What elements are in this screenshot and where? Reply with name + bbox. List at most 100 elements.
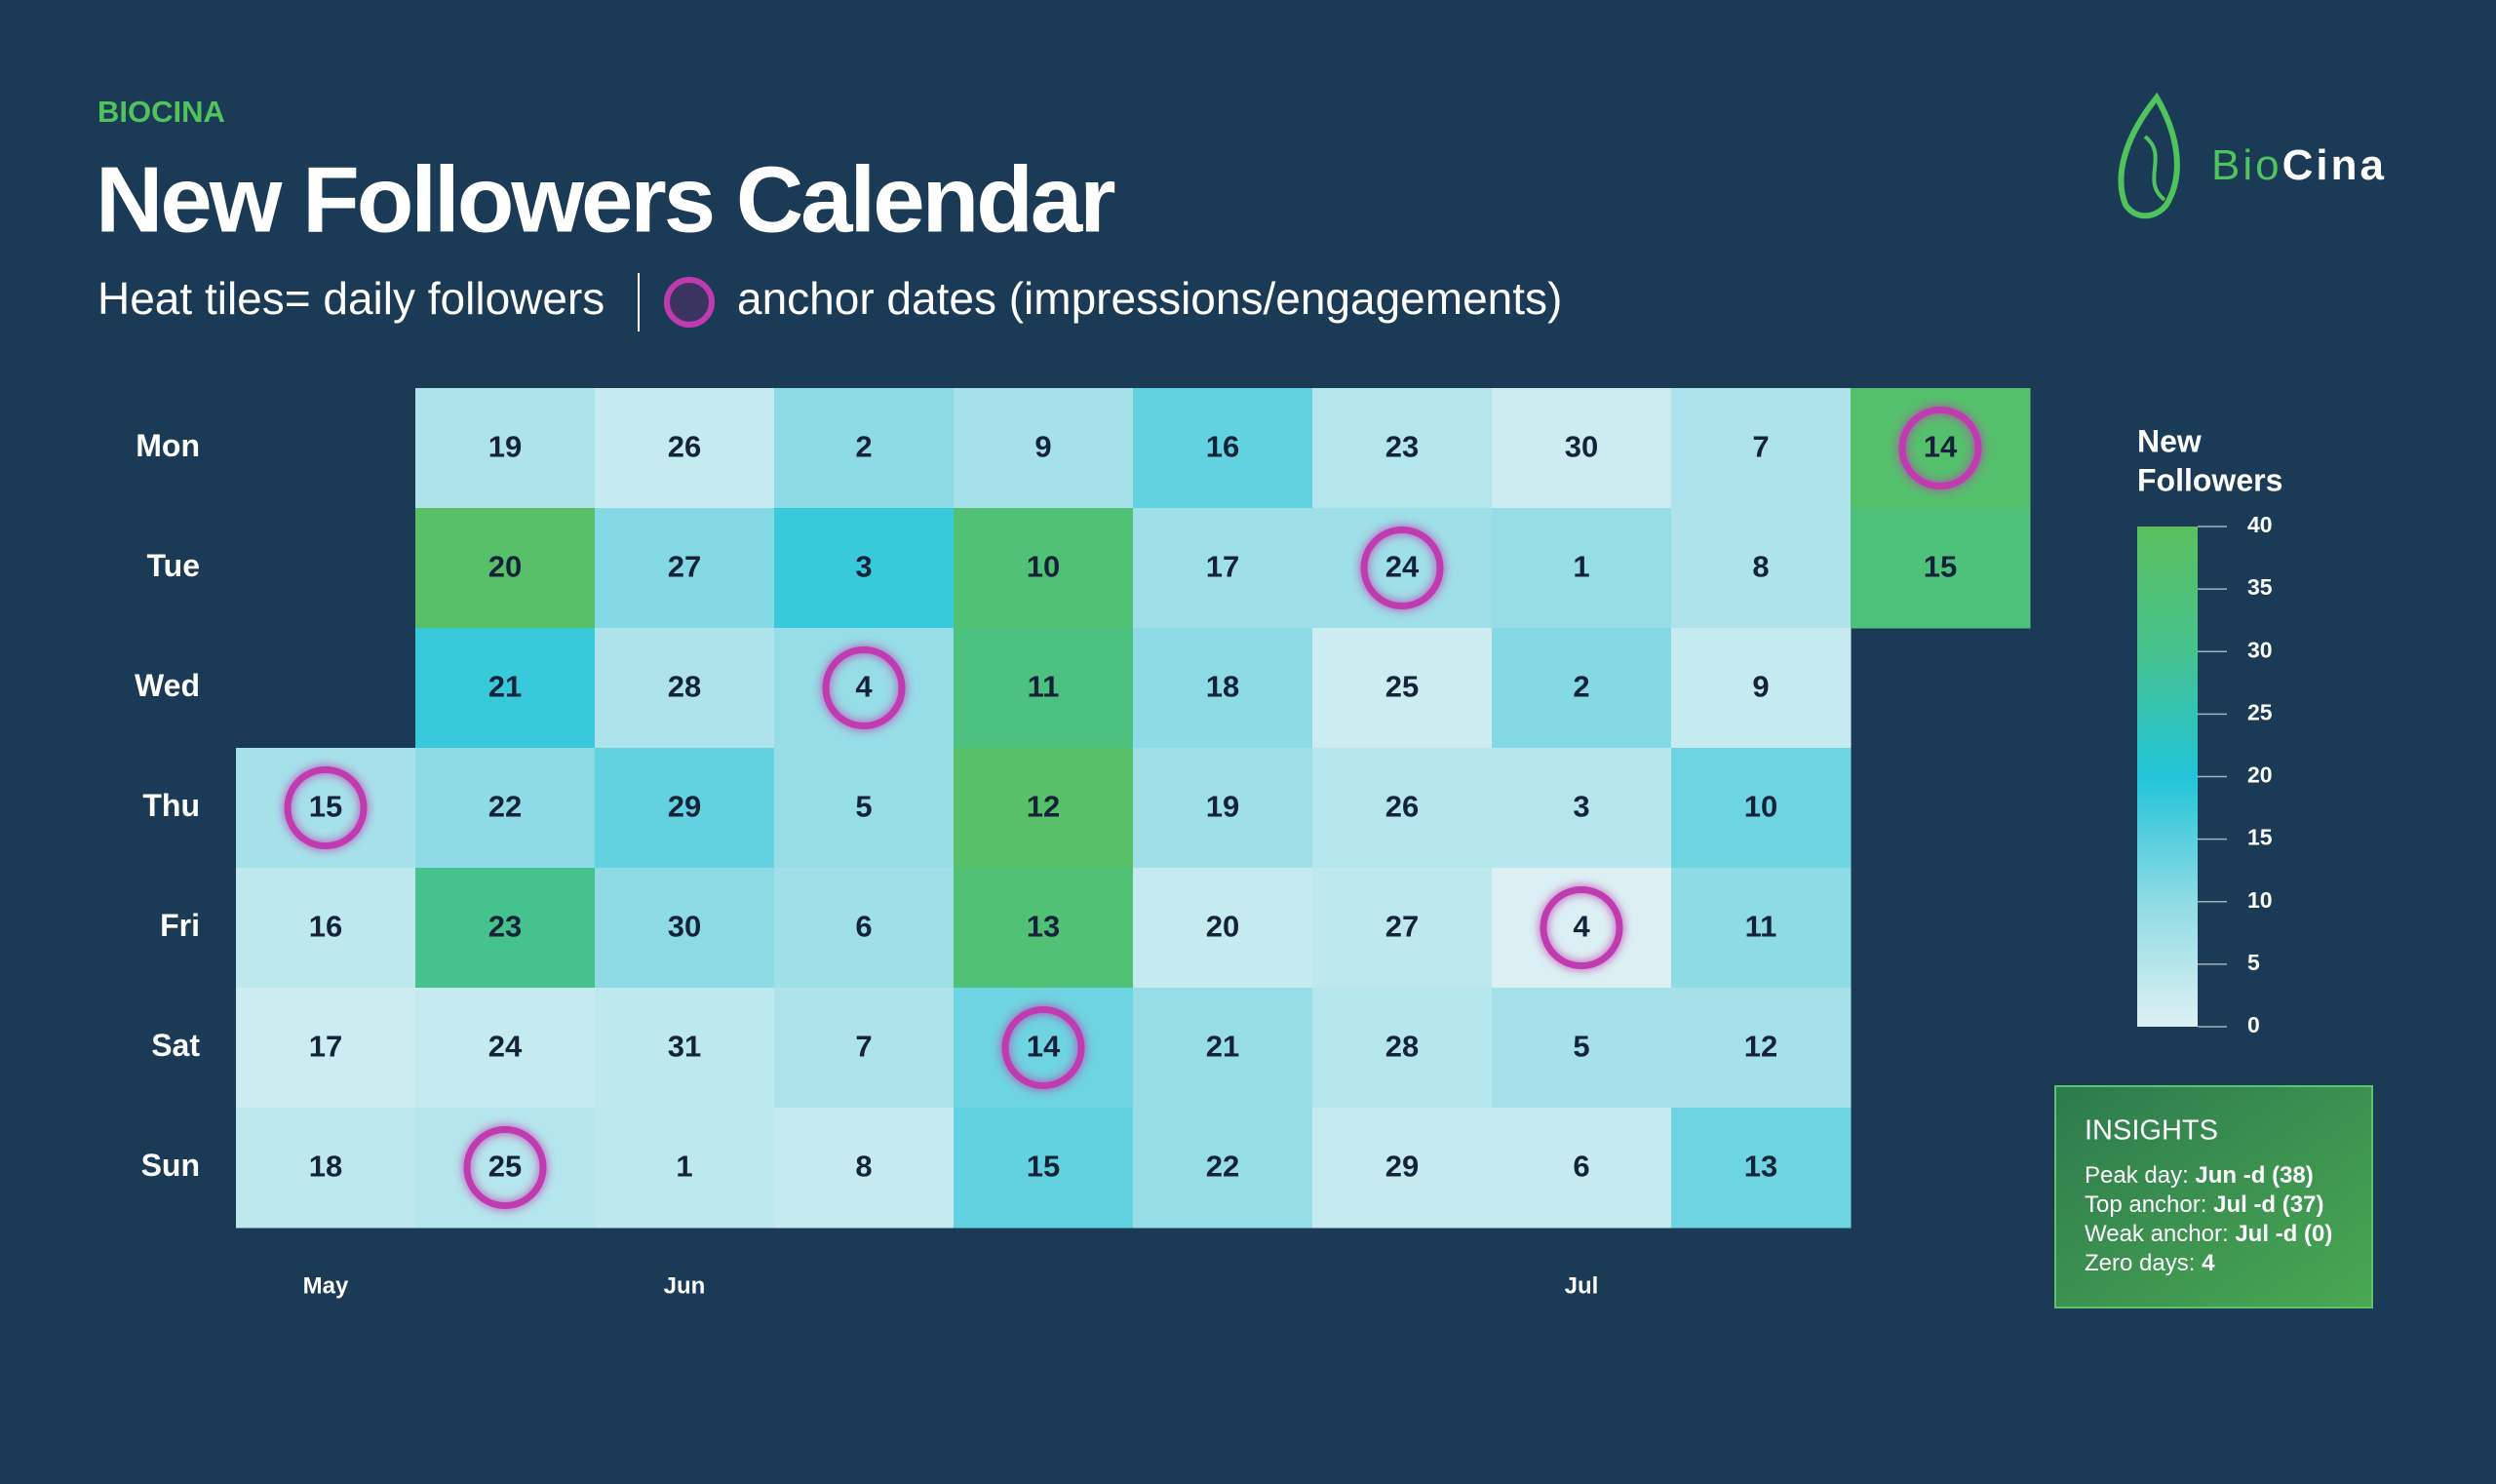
anchor-ring [1360, 527, 1444, 609]
heat-tile [595, 388, 775, 509]
heat-tile [236, 868, 416, 989]
day-number: 27 [1385, 910, 1419, 944]
heat-tile [774, 1108, 955, 1229]
logo: BioCina [2118, 92, 2384, 219]
day-number: 22 [488, 790, 522, 824]
day-number: 31 [668, 1030, 701, 1064]
heat-tile [236, 988, 416, 1109]
heat-tile [236, 1108, 416, 1229]
row-label: Tue [146, 548, 200, 583]
anchor-ring [1898, 407, 1982, 489]
insight-space [2189, 1162, 2196, 1189]
day-number: 23 [488, 910, 522, 944]
day-number: 11 [1745, 910, 1777, 944]
heat-tile [1312, 868, 1493, 989]
heat-tile [954, 1108, 1134, 1229]
day-number: 4 [1573, 910, 1590, 944]
heat-tile [774, 388, 955, 509]
heat-tile [1312, 988, 1493, 1109]
insights-lines: Peak day: Jun -d (38)Top anchor: Jul -d … [2085, 1162, 2332, 1276]
heat-tile [954, 388, 1134, 509]
day-number: 8 [1752, 550, 1769, 584]
anchor-legend: anchor dates (impressions/engagements) [737, 273, 1562, 324]
day-number: 12 [1744, 1030, 1777, 1064]
day-number: 15 [1027, 1150, 1060, 1184]
colorbar-tick-label: 10 [2247, 887, 2273, 913]
heat-tile [1133, 868, 1313, 989]
insights-title: INSIGHTS [2085, 1115, 2218, 1147]
day-number: 12 [1027, 790, 1060, 824]
colorbar-tick-label: 5 [2247, 950, 2260, 975]
day-number: 17 [1206, 550, 1239, 584]
heat-tile [1671, 388, 1852, 509]
heat-tile [1133, 988, 1313, 1109]
heat-tile [1133, 1108, 1313, 1229]
heat-tile [1671, 628, 1852, 749]
logo-part: Bio [2211, 141, 2282, 189]
anchor-legend-icon [664, 277, 715, 328]
heat-tile [1312, 388, 1493, 509]
day-number: 20 [1206, 910, 1239, 944]
day-number: 21 [488, 670, 522, 704]
day-number: 15 [309, 790, 342, 824]
day-number: 19 [488, 430, 522, 464]
heat-tile [595, 988, 775, 1109]
heat-tile [1492, 988, 1672, 1109]
anchor-ring [822, 646, 906, 729]
day-number: 9 [1752, 670, 1769, 704]
insight-line: Weak anchor: Jul -d (0) [2085, 1221, 2332, 1247]
day-number: 30 [1565, 430, 1598, 464]
day-number: 25 [488, 1150, 522, 1184]
day-number: 10 [1027, 550, 1060, 584]
row-label: Sat [151, 1028, 200, 1063]
day-number: 13 [1744, 1150, 1777, 1184]
day-number: 11 [1028, 670, 1060, 704]
heat-tile [415, 988, 596, 1109]
heat-tile [1671, 508, 1852, 629]
day-number: 21 [1206, 1030, 1239, 1064]
day-number: 22 [1206, 1150, 1239, 1184]
colorbar-tick-label: 15 [2247, 825, 2273, 850]
day-number: 7 [855, 1030, 872, 1064]
insight-label: Zero days: [2085, 1250, 2195, 1276]
heat-tile [1133, 388, 1313, 509]
heat-tile [1492, 748, 1672, 869]
row-label: Fri [160, 908, 200, 943]
colorbar: New Followers 0 5 10 15 20 25 30 35 40 [2137, 423, 2282, 1037]
colorbar-title: Followers [2137, 462, 2282, 497]
heat-tile [954, 508, 1134, 629]
heat-tile [595, 628, 775, 749]
colorbar-tick-label: 30 [2247, 637, 2273, 662]
heat-tile [1492, 1108, 1672, 1229]
heat-tile [954, 628, 1134, 749]
day-number: 5 [1573, 1030, 1589, 1064]
heat-tile [595, 508, 775, 629]
day-number: 3 [1573, 790, 1589, 824]
day-number: 5 [855, 790, 872, 824]
colorbar-tick-label: 35 [2247, 574, 2273, 600]
anchor-ring [463, 1126, 547, 1209]
insight-value: Jul -d (37) [2213, 1191, 2323, 1218]
day-number: 27 [668, 550, 701, 584]
day-number: 6 [1573, 1150, 1589, 1184]
day-number: 13 [1027, 910, 1060, 944]
heat-tile [954, 748, 1134, 869]
anchor-ring [1001, 1006, 1085, 1089]
day-number: 14 [1027, 1030, 1061, 1064]
insights: INSIGHTS Peak day: Jun -d (38)Top anchor… [2054, 1085, 2373, 1308]
row-label: Thu [142, 788, 200, 823]
day-number: 24 [488, 1030, 523, 1064]
day-number: 24 [1385, 550, 1420, 584]
heat-tile [1671, 988, 1852, 1109]
day-number: 9 [1034, 430, 1051, 464]
heat-tile [1312, 1108, 1493, 1229]
insight-value: Jun -d (38) [2195, 1162, 2313, 1189]
chart-title: New Followers Calendar [96, 147, 1114, 252]
day-number: 16 [309, 910, 342, 944]
heat-tile [1671, 748, 1852, 869]
heat-tile [1133, 508, 1313, 629]
day-number: 18 [309, 1150, 342, 1184]
day-number: 28 [668, 670, 701, 704]
insight-line: Peak day: Jun -d (38) [2085, 1162, 2314, 1189]
insights-box [2054, 1085, 2373, 1308]
